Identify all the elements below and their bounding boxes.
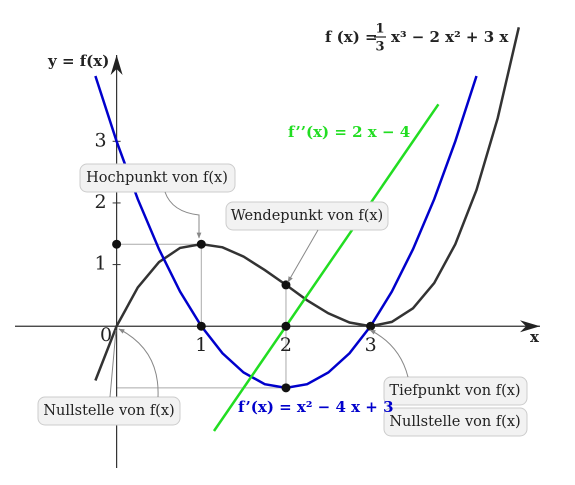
callout-text: Nullstelle von f(x) bbox=[389, 414, 520, 430]
x-axis-label: x bbox=[530, 328, 540, 346]
callout-arrow bbox=[287, 229, 319, 283]
point bbox=[196, 321, 206, 331]
series-line bbox=[212, 103, 440, 432]
series-label: f (x) = bbox=[325, 28, 378, 46]
series-label: f’(x) = x² − 4 x + 3 bbox=[238, 398, 394, 416]
y-tick-label: 1 bbox=[95, 253, 107, 275]
series-label: f’’(x) = 2 x − 4 bbox=[288, 123, 410, 141]
callout-text: Tiefpunkt von f(x) bbox=[389, 383, 520, 399]
point bbox=[281, 383, 291, 393]
y-tick-label: 3 bbox=[95, 129, 107, 151]
x-tick-label: 3 bbox=[365, 334, 377, 356]
y-axis-label: y = f(x) bbox=[47, 52, 109, 70]
function-labels: f (x) = 1 3 x³ − 2 x² + 3 x f’’(x) = 2 x… bbox=[238, 22, 509, 417]
callout-box bbox=[37, 396, 181, 426]
callout-box bbox=[79, 163, 236, 193]
x-axis-arrow bbox=[520, 320, 540, 333]
fraction-numerator: 1 bbox=[375, 22, 384, 37]
callout-text: Wendepunkt von f(x) bbox=[231, 208, 383, 224]
callout-arrow bbox=[118, 328, 159, 398]
x-tick-label: 0 bbox=[100, 324, 112, 346]
x-tick-label: 1 bbox=[195, 334, 207, 356]
point bbox=[112, 239, 122, 249]
point bbox=[366, 321, 376, 331]
callout-text: Hochpunkt von f(x) bbox=[86, 170, 228, 186]
callout-arrow bbox=[164, 191, 202, 239]
y-axis-arrow bbox=[110, 55, 123, 75]
callout-box bbox=[225, 201, 389, 231]
series-label: x³ − 2 x² + 3 x bbox=[391, 28, 509, 46]
point bbox=[281, 321, 291, 331]
point bbox=[196, 239, 206, 249]
series-line bbox=[94, 27, 521, 381]
callout-text: Nullstelle von f(x) bbox=[43, 403, 174, 419]
fraction-denominator: 3 bbox=[375, 40, 384, 55]
point bbox=[281, 280, 291, 290]
plot-area: 1 2 3 1 2 3 bbox=[15, 27, 540, 468]
x-tick-label: 2 bbox=[280, 334, 292, 356]
callout-arrow bbox=[369, 329, 409, 378]
y-tick-label: 2 bbox=[95, 191, 107, 213]
callout-arrow bbox=[109, 329, 117, 398]
annotations: Hochpunkt von f(x) Wendepunkt von f(x) N… bbox=[37, 163, 528, 437]
callout-box bbox=[383, 407, 528, 437]
callout-box bbox=[383, 376, 528, 406]
